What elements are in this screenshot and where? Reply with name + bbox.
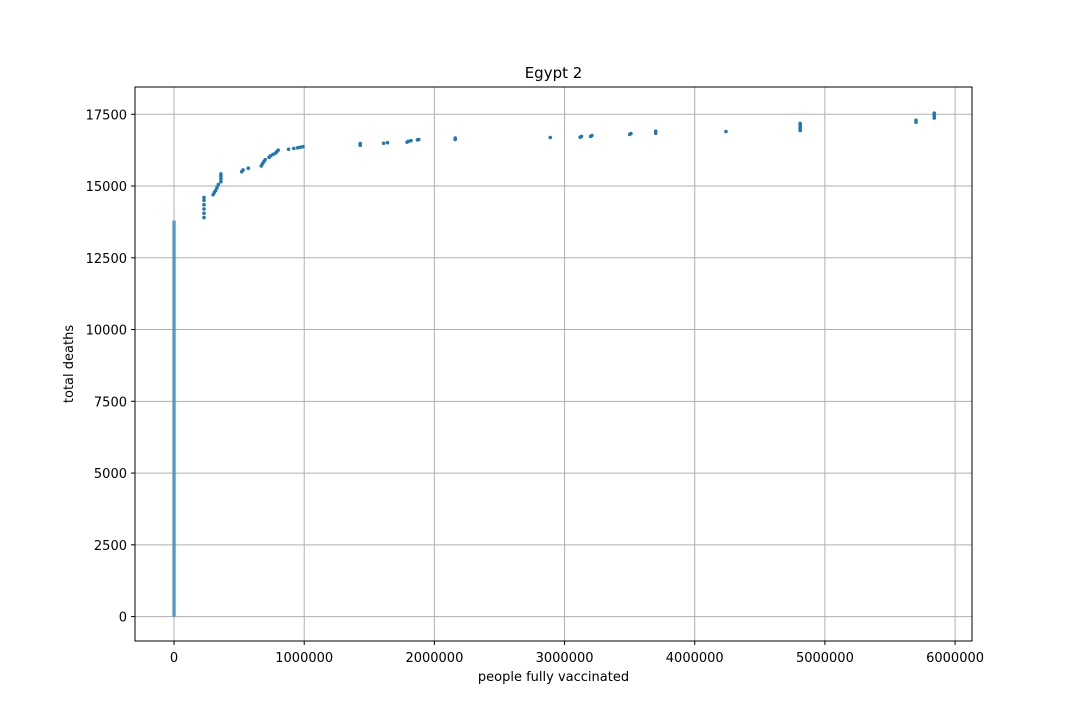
chart-title: Egypt 2	[525, 64, 583, 82]
data-point	[241, 168, 245, 172]
data-point	[416, 137, 421, 142]
data-point	[409, 138, 413, 143]
data-point	[219, 179, 223, 184]
y-tick-label: 10000	[86, 324, 127, 339]
data-point	[358, 141, 362, 146]
data-point	[385, 140, 390, 145]
data-points	[172, 111, 937, 617]
data-point	[798, 121, 802, 126]
y-tick-label: 7500	[94, 395, 127, 410]
data-point	[202, 198, 206, 203]
data-point	[453, 136, 458, 140]
data-point	[219, 177, 223, 181]
data-point	[202, 195, 206, 200]
data-point	[629, 131, 633, 136]
data-point	[579, 134, 584, 139]
data-point	[724, 129, 728, 134]
data-point	[292, 146, 296, 151]
x-tick-label: 2000000	[405, 651, 463, 666]
data-point	[276, 148, 280, 152]
data-point	[286, 147, 291, 152]
y-tick-label: 17500	[86, 108, 127, 123]
data-point	[213, 188, 218, 193]
data-point	[202, 207, 206, 211]
data-point	[653, 129, 658, 134]
y-tick-label: 5000	[94, 467, 127, 482]
data-point	[216, 182, 221, 187]
x-tick-label: 6000000	[926, 651, 984, 666]
y-tick-label: 12500	[86, 252, 127, 267]
plot-frame	[134, 86, 973, 642]
data-point	[914, 118, 918, 123]
data-point	[202, 202, 206, 207]
y-tick-label: 2500	[94, 539, 127, 554]
data-point	[381, 141, 386, 146]
data-point	[215, 185, 219, 190]
y-axis-label: total deaths	[62, 325, 77, 403]
data-point	[590, 133, 594, 138]
axis-ticks: 0 1000000 2000000 3000000 4000000 5000000 6000…	[86, 108, 984, 666]
x-tick-label: 3000000	[536, 651, 594, 666]
data-point	[263, 157, 267, 162]
y-tick-label: 15000	[86, 180, 127, 195]
data-point	[932, 111, 937, 115]
grid-lines	[135, 87, 972, 641]
data-point	[301, 144, 305, 149]
y-tick-label: 0	[119, 611, 127, 626]
data-point	[548, 135, 553, 140]
x-tick-label: 5000000	[796, 651, 854, 666]
x-tick-label: 0	[170, 651, 178, 666]
data-point	[202, 211, 206, 216]
data-point	[202, 215, 206, 220]
x-tick-label: 4000000	[666, 651, 724, 666]
data-point	[219, 172, 223, 176]
data-point	[246, 166, 251, 171]
x-tick-label: 1000000	[275, 651, 333, 666]
x-axis-label: people fully vaccinated	[478, 670, 629, 685]
